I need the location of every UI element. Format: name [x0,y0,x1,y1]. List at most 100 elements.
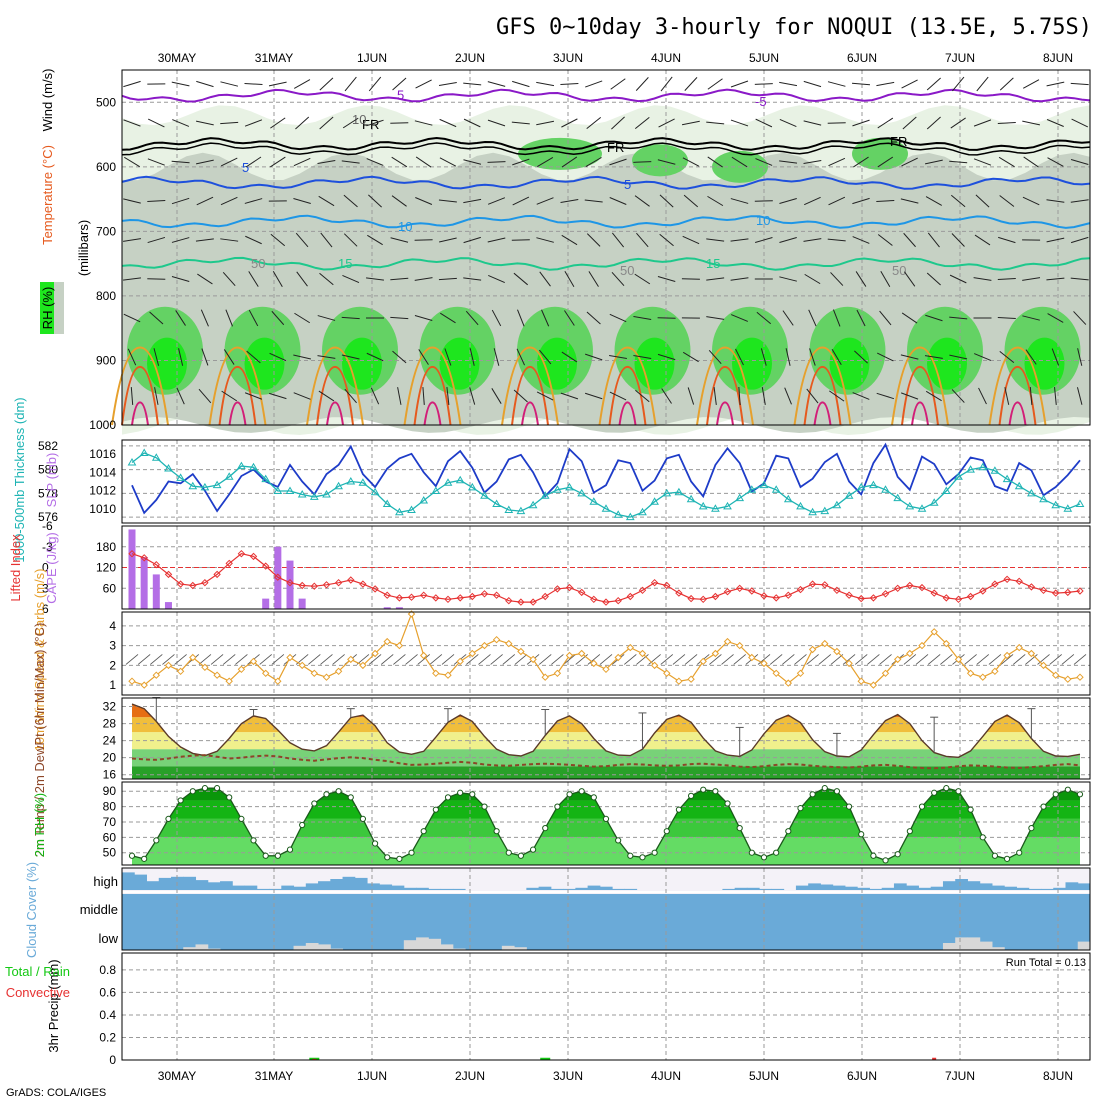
wind-barb [586,116,602,130]
low-cloud-bar [942,943,956,950]
high-cloud-bar [146,881,160,890]
wind-barb [513,272,528,286]
li-point [711,592,720,601]
rh-point [493,828,500,835]
wind-barb [390,237,409,243]
rh-point [918,803,926,810]
wind-barb [171,81,190,87]
rh-point [1052,791,1059,798]
rh-point [821,785,828,792]
wind-speed-point [845,659,853,668]
wind-barb [877,234,893,246]
surface-wind-barb [478,654,491,665]
low-cloud-bar [416,937,429,950]
wind-barb [761,387,766,405]
wind-barb [538,349,552,365]
cape-bar [128,529,136,609]
high-cloud-bar [1028,888,1042,890]
wind-barb [220,157,238,167]
surface-wind-barb [563,654,576,665]
rh-point [991,852,999,859]
low-cloud-bar [967,937,981,950]
li-point [225,559,233,568]
wind-barb [197,273,213,285]
li-point [505,596,513,605]
wind-speed-point [687,675,695,683]
wind-speed-point [796,669,805,678]
high-cloud-bar [1065,882,1079,890]
thickness-point [297,490,307,498]
wind-barb [465,310,479,326]
wind-barb [294,79,311,89]
li-series-line [131,553,1081,603]
top-date-label: 31MAY [255,51,293,65]
cloud-row-background [122,894,1090,922]
wind-barb [926,77,941,91]
wind-barb [196,80,214,88]
thickness-slp-panel: 576 578 580 582 1010 1012 1014 1016 1000-500mb T… [12,397,1091,563]
high-cloud-bar [832,885,846,890]
wind-barb [925,196,942,206]
low-cloud-bar [207,948,221,950]
wind-barb [317,355,336,359]
wind-barb [975,194,990,208]
wind-barb [926,272,941,286]
wind-ylabel-part: Wind (m/s) [40,69,55,132]
wind-barb [1070,159,1089,165]
rh-point [457,789,464,796]
surface-wind-barb [502,654,516,665]
low-cloud-bar [305,943,319,950]
wind-speed-point [201,663,209,672]
wind-barb [392,350,407,364]
rh-point [153,837,160,844]
wind-barb [635,77,649,91]
temperature-contour [306,346,364,426]
thickness-point [565,482,574,491]
rh-point [347,794,354,801]
surface-wind-barb [1073,654,1087,665]
wind-barb [539,271,551,287]
high-cloud-bar [452,888,466,890]
thickness-point [540,491,550,499]
li-point [189,581,197,590]
wind-barb [561,351,578,363]
low-cloud-bar [293,945,307,950]
thickness-point [480,491,489,499]
wind-speed-point [480,641,489,650]
wind-barb [319,272,334,286]
thickness-tick-label: 578 [38,486,58,500]
high-cloud-bar [1004,886,1017,890]
wind-barb [560,198,579,204]
li-point [845,591,853,599]
wind-barb [951,389,965,403]
li-point [699,595,707,604]
contour-label: 10 [756,213,770,228]
wind-barb [463,198,482,204]
thickness-point [978,462,988,471]
rh-point [845,803,853,810]
wind-barb [296,271,308,287]
slp-ylabel: SLP (mb) [44,453,59,508]
contour-label: 10 [352,112,366,127]
rh-point [517,852,525,859]
surface-wind-barb [235,654,248,665]
wind-speed-point [140,681,148,689]
wind-speed-point [590,659,598,668]
surface-wind-barb [125,654,139,665]
wind-speed-point [942,639,951,648]
surface-wind-barb [721,654,734,665]
cape-li-panel: -6 -3 0 3 6 60 120 180 Lifted Index CAPE (J/kg) [8,519,1091,616]
wind-barb [269,392,287,400]
high-cloud-bar [195,880,209,890]
thickness-slp-frame [121,439,1091,524]
surface-wind-barb [624,654,637,665]
wind-speed-point [857,677,865,685]
cape-bar [140,557,148,609]
wind-barb [974,234,991,246]
wind-barb [293,157,311,167]
li-point [687,594,695,603]
rh-point [274,852,281,859]
low-cloud-bar [514,947,527,950]
wind-barb [438,199,457,203]
wind-barb [634,195,650,207]
